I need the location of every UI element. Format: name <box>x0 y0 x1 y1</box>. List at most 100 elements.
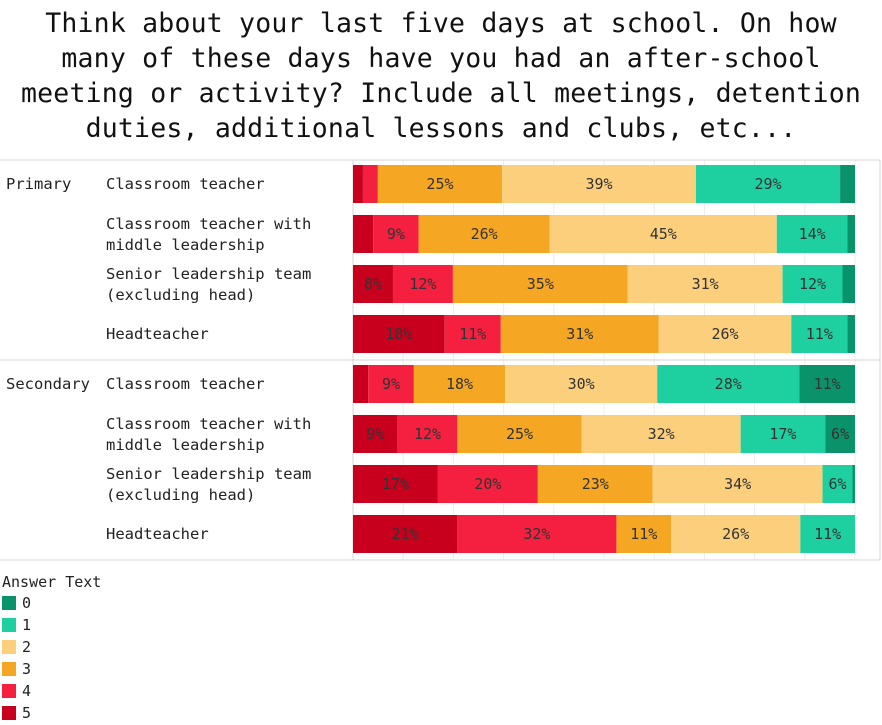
data-label: 29% <box>754 175 781 193</box>
data-label: 26% <box>722 525 749 543</box>
data-label: 8% <box>364 275 382 293</box>
bar-segment-3 <box>457 415 582 453</box>
bar-segment-5 <box>353 265 393 303</box>
bar-segment-2 <box>581 415 741 453</box>
data-label: 25% <box>426 175 453 193</box>
data-label: 6% <box>831 425 849 443</box>
legend-items: 0 1 2 3 4 5 <box>2 592 101 724</box>
bar-segment-2 <box>502 165 696 203</box>
legend-item: 0 <box>2 592 101 614</box>
data-label: 25% <box>506 425 533 443</box>
data-label: 30% <box>568 375 595 393</box>
row-label: Classroom teacher with <box>106 415 311 433</box>
bar-segment-2 <box>627 265 783 303</box>
bar-segment-4 <box>437 465 538 503</box>
chart-title-line: Think about your last five days at schoo… <box>45 8 837 39</box>
bar-segment-4 <box>373 215 419 253</box>
data-label: 9% <box>387 225 405 243</box>
chart-title-line: meeting or activity? Include all meeting… <box>20 78 862 109</box>
data-label: 11% <box>814 375 841 393</box>
data-label: 18% <box>446 375 473 393</box>
bar-segment-1 <box>791 315 848 353</box>
row-label: (excluding head) <box>106 486 255 504</box>
legend-item: 5 <box>2 702 101 724</box>
data-label: 26% <box>711 325 738 343</box>
data-label: 39% <box>585 175 612 193</box>
bar-segment-4 <box>392 265 453 303</box>
bar-segment-5 <box>353 165 363 203</box>
data-label: 11% <box>459 325 486 343</box>
bar-segment-4 <box>457 515 617 553</box>
legend-label: 5 <box>22 704 32 722</box>
legend-label: 0 <box>22 594 32 612</box>
legend: Answer Text 0 1 2 3 4 5 <box>2 572 101 724</box>
data-label: 20% <box>474 475 501 493</box>
bar-segment-5 <box>353 365 369 403</box>
data-label: 28% <box>715 375 742 393</box>
bar-segment-2 <box>652 465 823 503</box>
legend-item: 3 <box>2 658 101 680</box>
bar-segment-1 <box>800 515 855 553</box>
legend-swatch <box>2 662 16 676</box>
data-label: 23% <box>582 475 609 493</box>
row-label: Headteacher <box>106 325 209 343</box>
bar-segment-2 <box>505 365 658 403</box>
data-label: 26% <box>471 225 498 243</box>
bar-segment-3 <box>377 165 503 203</box>
legend-swatch <box>2 684 16 698</box>
bar-segment-5 <box>353 415 398 453</box>
legend-swatch <box>2 706 16 720</box>
legend-item: 4 <box>2 680 101 702</box>
legend-label: 1 <box>22 616 32 634</box>
group-label: Primary <box>6 175 71 193</box>
chart-title-line: many of these days have you had an after… <box>61 43 821 74</box>
data-label: 9% <box>366 425 384 443</box>
row-label: Senior leadership team <box>106 465 311 483</box>
bar-segment-3 <box>452 265 628 303</box>
chart-title-line: duties, additional lessons and clubs, et… <box>85 113 797 144</box>
bar-segment-5 <box>353 315 445 353</box>
legend-swatch <box>2 640 16 654</box>
data-label: 11% <box>630 525 657 543</box>
row-label: (excluding head) <box>106 286 255 304</box>
data-label: 12% <box>414 425 441 443</box>
legend-item: 2 <box>2 636 101 658</box>
data-label: 35% <box>527 275 554 293</box>
bar-segment-3 <box>418 215 550 253</box>
row-label: middle leadership <box>106 236 265 254</box>
bar-segment-2 <box>671 515 801 553</box>
bar-segment-3 <box>616 515 672 553</box>
data-label: 6% <box>828 475 846 493</box>
bar-segment-1 <box>657 365 800 403</box>
bar-segment-0 <box>825 415 855 453</box>
data-label: 32% <box>523 525 550 543</box>
data-label: 11% <box>814 525 841 543</box>
data-label: 17% <box>382 475 409 493</box>
bar-segment-1 <box>776 215 848 253</box>
row-label: Classroom teacher <box>106 375 265 393</box>
bar-segment-3 <box>413 365 506 403</box>
bar-segment-1 <box>695 165 841 203</box>
data-label: 32% <box>648 425 675 443</box>
data-label: 17% <box>769 425 796 443</box>
row-label: Headteacher <box>106 525 209 543</box>
data-label: 12% <box>799 275 826 293</box>
legend-label: 3 <box>22 660 32 678</box>
bar-segment-1 <box>822 465 853 503</box>
data-label: 9% <box>382 375 400 393</box>
data-label: 21% <box>392 525 419 543</box>
bar-segment-3 <box>537 465 653 503</box>
row-label: Senior leadership team <box>106 265 311 283</box>
group-label: Secondary <box>6 375 90 393</box>
bar-segment-5 <box>353 465 438 503</box>
chart-title: Think about your last five days at schoo… <box>0 6 882 146</box>
bar-segment-2 <box>658 315 792 353</box>
data-label: 31% <box>566 325 593 343</box>
legend-label: 4 <box>22 682 32 700</box>
bar-segment-1 <box>782 265 843 303</box>
bar-segment-4 <box>362 165 378 203</box>
bar-segment-4 <box>444 315 501 353</box>
stacked-bar-chart: Primary Classroom teacher 25% 39% 29% Classro… <box>0 159 881 561</box>
bar-segment-1 <box>740 415 826 453</box>
data-label: 14% <box>799 225 826 243</box>
